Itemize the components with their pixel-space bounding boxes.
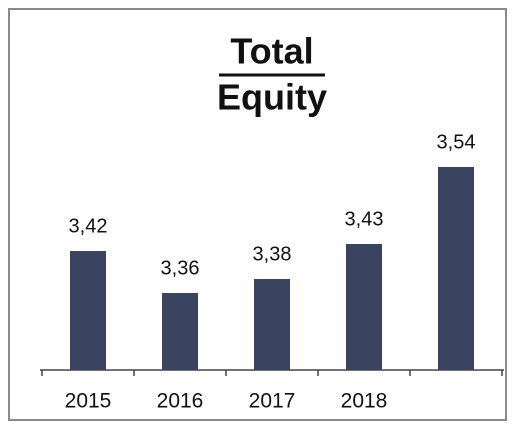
value-label: 3,43 (345, 208, 384, 230)
value-label: 3,42 (69, 215, 108, 237)
value-label: 3,38 (253, 243, 292, 265)
bar (70, 251, 106, 370)
chart-title: Equity (217, 77, 327, 118)
value-label: 3,54 (437, 131, 476, 153)
chart-title: Total (230, 31, 313, 72)
x-tick-label: 2015 (65, 390, 112, 413)
x-tick-label: 2017 (249, 390, 296, 413)
bar (438, 167, 474, 370)
bar (162, 293, 198, 370)
bar (254, 279, 290, 370)
value-label: 3,36 (161, 257, 200, 279)
x-tick-label: 2018 (341, 390, 388, 413)
x-tick-label: 2016 (157, 390, 204, 413)
bar (346, 244, 382, 370)
